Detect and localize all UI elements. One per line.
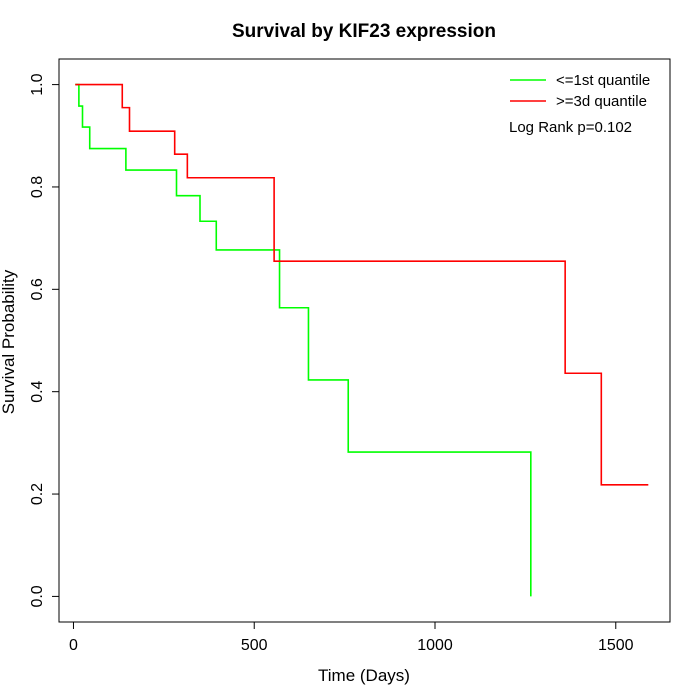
y-tick-label: 0.6 bbox=[29, 278, 46, 300]
series-layer bbox=[75, 83, 649, 597]
legend: <=1st quantile >=3d quantile bbox=[510, 72, 650, 110]
x-tick-label: 500 bbox=[241, 637, 268, 654]
y-tick-label: 0.2 bbox=[29, 483, 46, 505]
x-tick-label: 0 bbox=[69, 637, 78, 654]
log-rank-annotation: Log Rank p=0.102 bbox=[509, 119, 632, 136]
legend-label: <=1st quantile bbox=[556, 72, 650, 89]
chart-title: Survival by KIF23 expression bbox=[232, 21, 496, 42]
x-tick-label: 1000 bbox=[417, 637, 453, 654]
y-axis: 0.0 0.2 0.4 0.6 0.8 1.0 bbox=[29, 73, 60, 608]
y-tick-label: 1.0 bbox=[29, 73, 46, 95]
plot-frame bbox=[58, 58, 671, 623]
series-line-1 bbox=[75, 83, 649, 486]
legend-label: >=3d quantile bbox=[556, 93, 647, 110]
x-axis-label: Time (Days) bbox=[318, 666, 410, 685]
x-axis: 0 500 1000 1500 bbox=[69, 621, 634, 654]
x-tick-label: 1500 bbox=[598, 637, 634, 654]
y-tick-label: 0.8 bbox=[29, 176, 46, 198]
y-tick-label: 0.4 bbox=[29, 380, 46, 402]
y-tick-label: 0.0 bbox=[29, 585, 46, 607]
y-axis-label: Survival Probability bbox=[0, 269, 18, 414]
series-line-0 bbox=[75, 83, 532, 597]
